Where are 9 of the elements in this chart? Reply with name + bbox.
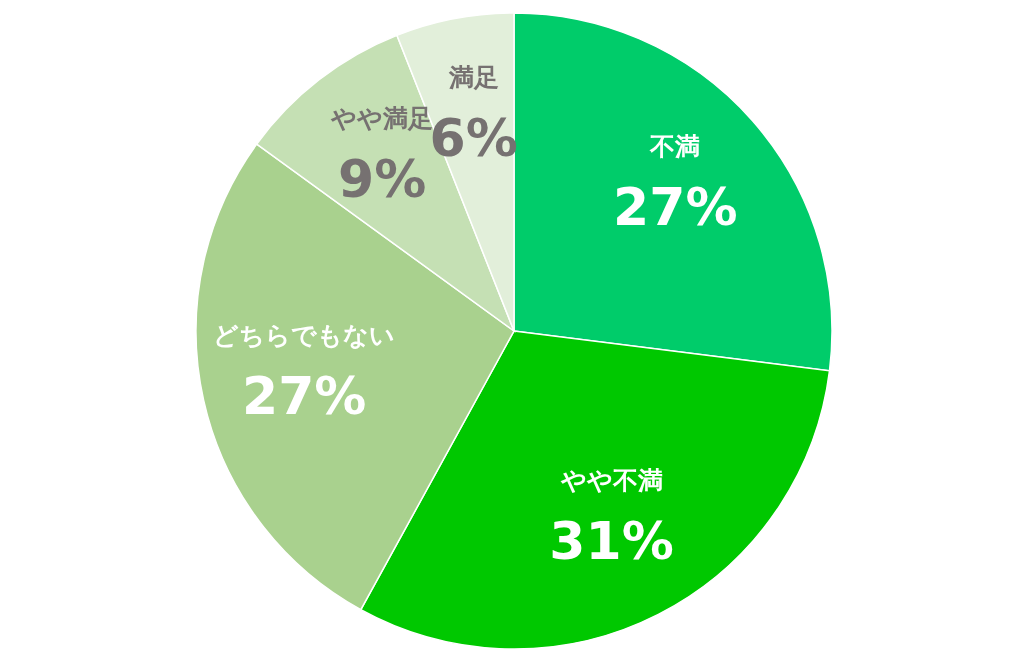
slice-label: 不満	[649, 131, 701, 161]
data-label: 9%	[338, 149, 427, 210]
data-label: 27%	[241, 365, 367, 426]
slice-label: やや満足	[330, 104, 434, 134]
slice-label: どちらでもない	[213, 320, 396, 350]
data-label: 31%	[549, 510, 674, 571]
data-label: 27%	[613, 176, 738, 237]
slice-label: やや不満	[559, 465, 663, 495]
slice-label: 満足	[447, 62, 499, 92]
